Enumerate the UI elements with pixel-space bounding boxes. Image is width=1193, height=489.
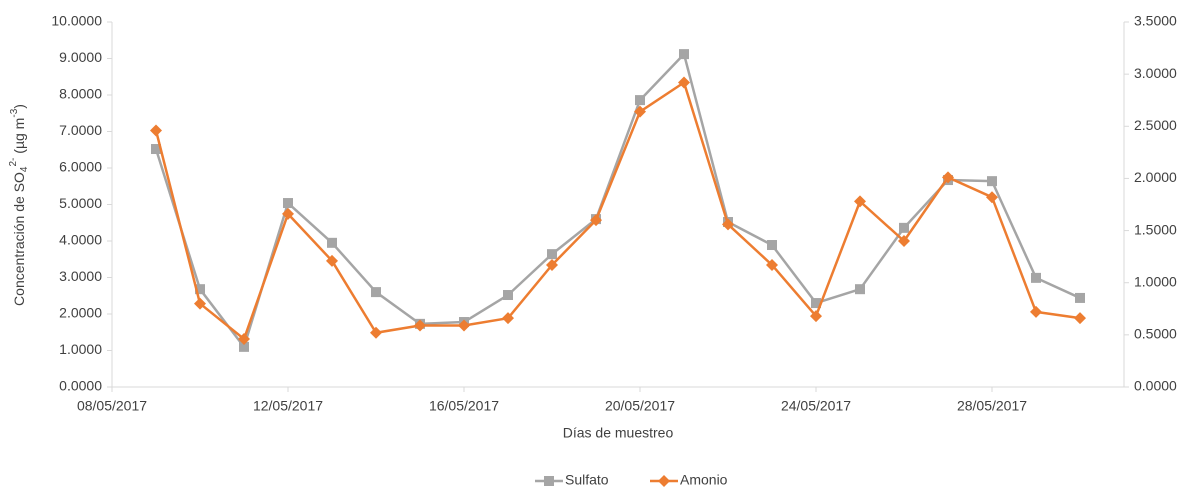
- y-tick-label: 3.0000: [59, 268, 102, 284]
- data-point: [151, 144, 161, 155]
- data-point: [327, 237, 337, 248]
- y-tick-label: 4.0000: [59, 232, 102, 248]
- x-tick-label: 08/05/2017: [77, 398, 147, 414]
- data-point: [986, 191, 998, 204]
- y2-tick-label: 3.5000: [1134, 13, 1177, 29]
- y2-tick-label: 3.0000: [1134, 65, 1177, 81]
- data-point: [282, 207, 294, 220]
- data-point: [1031, 272, 1041, 283]
- series-line: [154, 52, 1081, 349]
- y-tick-label: 0.0000: [59, 378, 102, 394]
- y-tick-label: 2.0000: [59, 305, 102, 321]
- y-label-sup: -3: [9, 108, 20, 117]
- data-point: [590, 214, 602, 227]
- y2-tick-label: 2.0000: [1134, 169, 1177, 185]
- data-point: [150, 124, 162, 137]
- data-point: [1030, 305, 1042, 318]
- data-point: [766, 258, 778, 271]
- data-point: [635, 95, 645, 106]
- y-label-sup: 2-: [8, 158, 19, 167]
- data-point: [283, 198, 293, 209]
- data-point: [326, 254, 338, 267]
- x-tick-label: 20/05/2017: [605, 398, 675, 414]
- y-label-text: ): [11, 104, 27, 109]
- legend-label: Sulfato: [565, 472, 609, 488]
- data-point: [371, 287, 381, 298]
- y-tick-label: 10.0000: [51, 13, 102, 29]
- series-line: [154, 81, 1081, 341]
- data-point: [854, 195, 866, 208]
- y2-tick-label: 1.5000: [1134, 221, 1177, 237]
- y-axis-label: Concentración de SO42- (µg m-3): [8, 104, 30, 306]
- legend-marker: [544, 476, 554, 486]
- y-tick-label: 1.0000: [59, 341, 102, 357]
- y2-tick-label: 0.5000: [1134, 326, 1177, 342]
- y-label-text: (µg m: [11, 118, 27, 158]
- x-tick-label: 12/05/2017: [253, 398, 323, 414]
- legend-label: Amonio: [680, 472, 728, 488]
- y-tick-label: 8.0000: [59, 86, 102, 102]
- data-point: [195, 284, 205, 295]
- data-point: [987, 176, 997, 187]
- y2-tick-label: 1.0000: [1134, 273, 1177, 289]
- data-point: [1075, 292, 1085, 303]
- data-point: [414, 319, 426, 332]
- data-point: [458, 319, 470, 332]
- y2-tick-label: 2.5000: [1134, 117, 1177, 133]
- y-tick-label: 7.0000: [59, 122, 102, 138]
- data-point: [942, 171, 954, 184]
- data-point: [679, 49, 689, 60]
- data-point: [767, 240, 777, 251]
- legend-marker: [658, 475, 670, 487]
- y-label-sub: 4: [19, 166, 30, 172]
- y2-tick-label: 0.0000: [1134, 378, 1177, 394]
- data-point: [898, 235, 910, 247]
- data-point: [855, 284, 865, 295]
- data-point: [810, 310, 822, 323]
- data-point: [678, 76, 690, 89]
- x-axis-label: Días de muestreo: [563, 425, 674, 441]
- data-point: [239, 341, 249, 352]
- data-point: [634, 105, 646, 118]
- y-tick-label: 5.0000: [59, 195, 102, 211]
- x-tick-label: 16/05/2017: [429, 398, 499, 414]
- data-point: [370, 326, 382, 339]
- y-label-text: Concentración de SO: [11, 172, 27, 306]
- y-tick-label: 9.0000: [59, 49, 102, 65]
- data-point: [238, 333, 250, 346]
- data-point: [194, 297, 206, 310]
- data-point: [546, 258, 558, 271]
- data-point: [722, 218, 734, 231]
- data-point: [502, 312, 514, 325]
- data-point: [1074, 312, 1086, 325]
- y-tick-label: 6.0000: [59, 159, 102, 175]
- x-tick-label: 24/05/2017: [781, 398, 851, 414]
- data-point: [547, 249, 557, 260]
- x-tick-label: 28/05/2017: [957, 398, 1027, 414]
- data-point: [811, 298, 821, 309]
- data-point: [899, 222, 909, 233]
- data-point: [503, 290, 513, 301]
